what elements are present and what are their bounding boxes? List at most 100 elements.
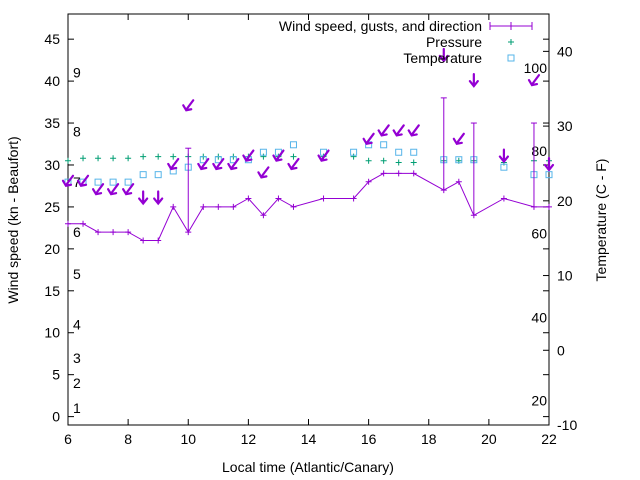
wind-series bbox=[65, 97, 552, 244]
y-tick-label: 45 bbox=[44, 31, 60, 47]
wind-arrow bbox=[197, 157, 210, 171]
wind-arrow bbox=[61, 174, 75, 187]
wind-point bbox=[290, 203, 297, 210]
pressure-point bbox=[80, 155, 87, 162]
temperature-point bbox=[229, 156, 237, 164]
x-tick-label: 12 bbox=[241, 431, 257, 447]
wind-direction-arrows bbox=[61, 47, 555, 206]
wind-arrow bbox=[167, 157, 180, 171]
wind-point bbox=[215, 203, 222, 210]
temperature-point bbox=[455, 156, 463, 164]
temperature-point bbox=[109, 178, 117, 186]
y2-tick-label: 0 bbox=[557, 342, 565, 358]
y2-tick-label: 30 bbox=[557, 118, 573, 134]
wind-point bbox=[140, 237, 147, 244]
wind-arrow bbox=[138, 190, 149, 206]
temperature-point bbox=[289, 141, 297, 149]
wind-arrow bbox=[76, 174, 90, 187]
pressure-point bbox=[260, 153, 267, 160]
beaufort-label: 6 bbox=[73, 224, 81, 240]
y-tick-label: 5 bbox=[52, 367, 60, 383]
y-axis-label: Wind speed (kn - Beaufort) bbox=[5, 136, 21, 303]
wind-arrow bbox=[392, 124, 405, 137]
y-tick-label: 35 bbox=[44, 115, 60, 131]
beaufort-label: 2 bbox=[73, 375, 81, 391]
wind-point bbox=[110, 229, 117, 236]
fahrenheit-label: 40 bbox=[531, 309, 547, 325]
x-axis-label: Local time (Atlantic/Canary) bbox=[222, 459, 394, 475]
wind-point bbox=[275, 195, 282, 202]
beaufort-label: 4 bbox=[73, 316, 81, 332]
temperature-point bbox=[94, 178, 102, 186]
x-tick-label: 22 bbox=[541, 431, 557, 447]
wind-arrow bbox=[257, 166, 270, 179]
fahrenheit-label: 100 bbox=[524, 60, 548, 76]
pressure-point bbox=[95, 155, 102, 162]
x-tick-label: 16 bbox=[361, 431, 377, 447]
y2-tick-label: 20 bbox=[557, 193, 573, 209]
x-tick-label: 20 bbox=[481, 431, 497, 447]
wind-arrow bbox=[377, 124, 390, 137]
x-tick-label: 8 bbox=[124, 431, 132, 447]
temperature-point bbox=[350, 148, 358, 156]
wind-arrow bbox=[91, 183, 105, 196]
legend: Wind speed, gusts, and directionPressure… bbox=[279, 18, 533, 66]
wind-point bbox=[170, 203, 177, 210]
wind-point bbox=[380, 170, 387, 177]
beaufort-label: 9 bbox=[73, 65, 81, 81]
wind-arrow bbox=[106, 183, 120, 196]
beaufort-label: 8 bbox=[73, 123, 81, 139]
pressure-point bbox=[65, 157, 71, 164]
pressure-point bbox=[395, 159, 402, 166]
wind-arrow bbox=[153, 190, 164, 206]
pressure-point bbox=[350, 153, 357, 160]
wind-point bbox=[95, 229, 102, 236]
temperature-point bbox=[259, 148, 267, 156]
wind-point bbox=[365, 178, 372, 185]
wind-point bbox=[260, 212, 267, 219]
pressure-point bbox=[410, 159, 417, 166]
wind-arrow bbox=[182, 99, 195, 112]
wind-point bbox=[65, 220, 71, 227]
y-tick-label: 20 bbox=[44, 241, 60, 257]
wind-arrow bbox=[317, 149, 330, 162]
temperature-point bbox=[214, 156, 222, 164]
pressure-point bbox=[140, 153, 147, 160]
wind-point bbox=[350, 195, 357, 202]
y-tick-label: 25 bbox=[44, 199, 60, 215]
temperature-point bbox=[199, 156, 207, 164]
wind-line bbox=[68, 172, 549, 241]
legend-swatch-pressure bbox=[508, 39, 514, 45]
wind-arrow bbox=[287, 157, 300, 171]
wind-arrow bbox=[227, 157, 240, 171]
temperature-series bbox=[64, 141, 553, 186]
y-tick-label: 30 bbox=[44, 157, 60, 173]
beaufort-scale: 1 2 3 4 5 6 7 8 9 bbox=[73, 65, 81, 417]
pressure-point bbox=[170, 153, 177, 160]
legend-swatch-temperature bbox=[507, 54, 515, 62]
fahrenheit-label: 60 bbox=[531, 226, 547, 242]
wind-arrow bbox=[527, 74, 541, 87]
wind-arrow bbox=[407, 124, 420, 137]
wind-point bbox=[320, 195, 327, 202]
y2-tick-label: -10 bbox=[557, 417, 577, 433]
temperature-point bbox=[395, 148, 403, 156]
pressure-point bbox=[125, 155, 132, 162]
wind-point bbox=[125, 229, 132, 236]
legend-label: Temperature bbox=[403, 50, 482, 66]
beaufort-label: 5 bbox=[73, 266, 81, 282]
wind-point bbox=[80, 220, 87, 227]
wind-arrow bbox=[272, 149, 285, 162]
pressure-point bbox=[380, 157, 387, 164]
legend-label: Wind speed, gusts, and direction bbox=[279, 18, 482, 34]
temperature-point bbox=[124, 178, 132, 186]
wind-point bbox=[200, 203, 207, 210]
pressure-point bbox=[110, 155, 117, 162]
wind-point bbox=[455, 178, 462, 185]
wind-arrow bbox=[362, 132, 375, 146]
temperature-point bbox=[139, 171, 147, 179]
x-tick-label: 6 bbox=[64, 431, 72, 447]
y2-tick-label: 40 bbox=[557, 43, 573, 59]
